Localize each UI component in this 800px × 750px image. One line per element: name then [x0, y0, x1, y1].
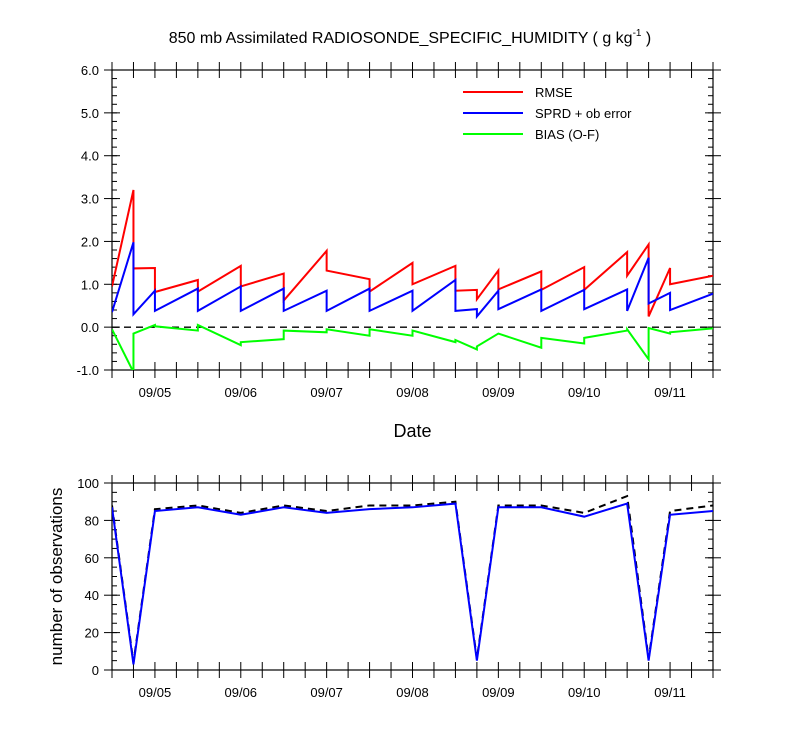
- bottom-panel-observation-count: 0 20 40 60 80 100 09/05 09/06 09/07 09/08 09/09 09/…: [47, 475, 721, 700]
- y-tick-label: 20: [85, 626, 99, 641]
- plot-frame: [111, 482, 714, 671]
- x-tick-label: 09/10: [568, 385, 601, 400]
- x-tick-label: 09/07: [310, 685, 343, 700]
- legend-label: BIAS (O-F): [535, 127, 599, 142]
- y-tick-label: 1.0: [81, 277, 99, 292]
- x-tick-label: 09/11: [654, 385, 686, 400]
- x-axis-label: Date: [393, 421, 431, 441]
- chart-title-suffix: ): [641, 30, 651, 47]
- series-line-assimilated-observations: [112, 502, 713, 665]
- chart-title-text: 850 mb Assimilated RADIOSONDE_SPECIFIC_H…: [169, 30, 633, 47]
- chart-title-unit-exponent: -1: [633, 28, 642, 39]
- x-tick-label: 09/09: [482, 385, 515, 400]
- series-line-bias-o-f-: [112, 323, 713, 370]
- series-line-possible-observations: [112, 494, 713, 663]
- y-tick-label: 3.0: [81, 192, 99, 207]
- y-tick-label: 0: [92, 663, 99, 678]
- series-line-rmse: [112, 189, 713, 317]
- y-tick-label: 0.0: [81, 320, 99, 335]
- x-tick-label: 09/10: [568, 685, 601, 700]
- y-tick-label: 60: [85, 551, 99, 566]
- x-tick-label: 09/08: [396, 685, 429, 700]
- y-tick-label: 40: [85, 588, 99, 603]
- chart-title: 850 mb Assimilated RADIOSONDE_SPECIFIC_H…: [169, 28, 652, 47]
- x-tick-label: 09/06: [225, 685, 258, 700]
- legend-label: RMSE: [535, 85, 573, 100]
- x-tick-label: 09/06: [225, 385, 258, 400]
- y-tick-label: -1.0: [77, 363, 99, 378]
- legend-label: SPRD + ob error: [535, 106, 632, 121]
- x-tick-label: 09/11: [654, 685, 686, 700]
- series-line-sprd-ob-error: [112, 241, 713, 320]
- x-tick-label: 09/09: [482, 685, 515, 700]
- x-tick-label: 09/08: [396, 385, 429, 400]
- x-tick-label: 09/05: [139, 385, 172, 400]
- x-tick-label: 09/07: [310, 385, 343, 400]
- y-tick-label: 4.0: [81, 149, 99, 164]
- y-tick-label: 100: [77, 476, 99, 491]
- top-panel-rmse-spread-bias: -1.0 0.0 1.0 2.0 3.0 4.0 5.0 6.0 09/05 09/06 09/07…: [77, 62, 721, 441]
- y-tick-label: 2.0: [81, 234, 99, 249]
- x-tick-label: 09/05: [139, 685, 172, 700]
- y-axis-label: number of observations: [47, 488, 66, 666]
- y-tick-label: 80: [85, 513, 99, 528]
- y-tick-label: 5.0: [81, 106, 99, 121]
- y-tick-label: 6.0: [81, 63, 99, 78]
